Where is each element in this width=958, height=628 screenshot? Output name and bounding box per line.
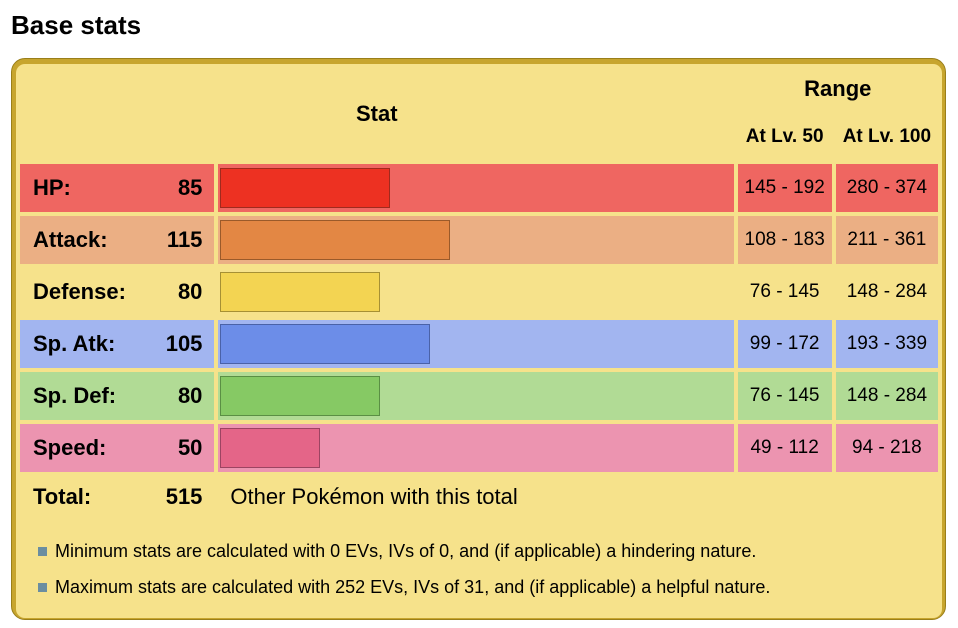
stat-name-cell: Sp. Atk: 105 <box>20 320 215 368</box>
stat-value: 85 <box>177 175 203 200</box>
stat-name-cell: Attack: 115 <box>20 216 215 264</box>
total-row: Total: 515 Other Pokémon with this total <box>20 476 938 518</box>
stat-name-cell: Speed: 50 <box>20 424 215 472</box>
stat-bar-cell <box>218 164 734 212</box>
range-lv50: 49 - 112 <box>737 424 832 472</box>
stat-value: 105 <box>165 331 203 356</box>
stat-label[interactable]: Defense: <box>33 279 126 304</box>
range-lv100: 280 - 374 <box>835 164 938 212</box>
bullet-icon <box>38 582 47 592</box>
stat-header: Stat <box>20 68 734 160</box>
stat-bar <box>220 376 381 416</box>
other-pokemon-link[interactable]: Other Pokémon with this total <box>230 484 518 509</box>
range-lv100: 148 - 284 <box>835 268 938 316</box>
stat-label[interactable]: Sp. Def: <box>33 383 117 408</box>
stat-row: HP: 85 145 - 192 280 - 374 <box>20 164 938 212</box>
lv100-header: At Lv. 100 <box>835 114 938 160</box>
stat-bar-cell <box>218 268 734 316</box>
note-max-text: Maximum stats are calculated with 252 EV… <box>55 577 771 597</box>
note-item: Maximum stats are calculated with 252 EV… <box>38 576 938 598</box>
stat-label[interactable]: Speed: <box>33 435 107 460</box>
stat-bar-cell <box>218 216 734 264</box>
stat-value: 80 <box>177 383 203 408</box>
stat-row: Attack: 115 108 - 183 211 - 361 <box>20 216 938 264</box>
range-lv50: 76 - 145 <box>737 268 832 316</box>
bullet-icon <box>38 546 47 556</box>
stat-row: Sp. Def: 80 76 - 145 148 - 284 <box>20 372 938 420</box>
range-lv50: 145 - 192 <box>737 164 832 212</box>
stat-row: Defense: 80 76 - 145 148 - 284 <box>20 268 938 316</box>
stat-name-cell: Sp. Def: 80 <box>20 372 215 420</box>
stat-value: 80 <box>177 279 203 304</box>
note-min-text: Minimum stats are calculated with 0 EVs,… <box>55 541 757 561</box>
stat-row: Sp. Atk: 105 99 - 172 193 - 339 <box>20 320 938 368</box>
stat-name-cell: HP: 85 <box>20 164 215 212</box>
stat-bar-cell <box>218 372 734 420</box>
stat-value: 115 <box>166 227 203 252</box>
stat-label[interactable]: Sp. Atk: <box>33 331 116 356</box>
range-lv100: 211 - 361 <box>835 216 938 264</box>
notes-cell: Minimum stats are calculated with 0 EVs,… <box>20 522 938 614</box>
stat-value: 50 <box>177 435 203 460</box>
stat-bar <box>220 168 391 208</box>
total-value: 515 <box>165 484 203 509</box>
stat-bar <box>220 220 451 260</box>
stat-bar-cell <box>218 320 734 368</box>
total-label: Total: <box>33 484 92 509</box>
base-stats-frame: Stat Range At Lv. 50 At Lv. 100 HP: 85 145… <box>11 58 946 620</box>
section-heading: Base stats <box>11 10 142 40</box>
stat-bar <box>220 272 381 312</box>
total-cell: Total: 515 <box>20 476 215 518</box>
range-lv100: 148 - 284 <box>835 372 938 420</box>
stat-label[interactable]: Attack: <box>33 227 108 252</box>
range-lv100: 94 - 218 <box>835 424 938 472</box>
range-lv50: 99 - 172 <box>737 320 832 368</box>
note-item: Minimum stats are calculated with 0 EVs,… <box>38 540 938 562</box>
lv50-header: At Lv. 50 <box>737 114 832 160</box>
stat-row: Speed: 50 49 - 112 94 - 218 <box>20 424 938 472</box>
range-lv50: 76 - 145 <box>737 372 832 420</box>
stat-bar <box>220 324 431 364</box>
stat-bar <box>220 428 321 468</box>
stat-label[interactable]: HP: <box>33 175 71 200</box>
stat-name-cell: Defense: 80 <box>20 268 215 316</box>
stat-bar-cell <box>218 424 734 472</box>
range-header: Range <box>737 68 938 110</box>
range-lv50: 108 - 183 <box>737 216 832 264</box>
range-lv100: 193 - 339 <box>835 320 938 368</box>
base-stats-table: Stat Range At Lv. 50 At Lv. 100 HP: 85 145… <box>16 64 942 618</box>
